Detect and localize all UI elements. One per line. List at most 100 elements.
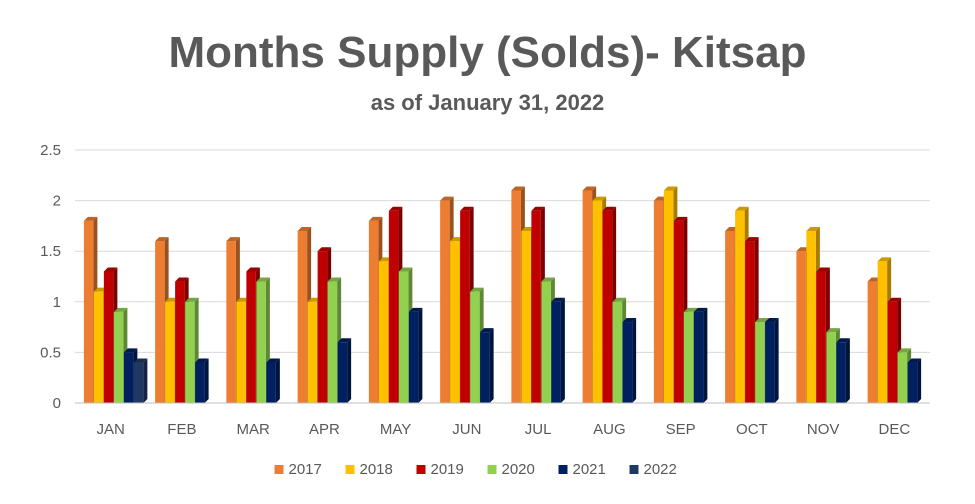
bar-top bbox=[887, 297, 902, 302]
bar-top bbox=[693, 307, 708, 312]
bar-top bbox=[368, 216, 383, 221]
bar-side bbox=[143, 358, 148, 403]
bar-top bbox=[673, 216, 688, 221]
bar-top bbox=[256, 277, 270, 282]
bar-top bbox=[155, 237, 169, 242]
x-tick-label: AUG bbox=[593, 421, 626, 438]
bar-oct-2021 bbox=[765, 318, 779, 403]
bar-top bbox=[622, 318, 637, 323]
bar-top bbox=[826, 328, 840, 333]
bar-front bbox=[450, 241, 460, 403]
bar-side bbox=[347, 338, 352, 403]
bars bbox=[83, 186, 922, 403]
bar-front bbox=[663, 190, 674, 403]
x-tick-label: JUN bbox=[452, 421, 481, 438]
x-tick-label: MAY bbox=[380, 421, 411, 438]
bar-top bbox=[226, 237, 240, 242]
bar-top bbox=[816, 267, 830, 272]
bar-top bbox=[133, 358, 148, 363]
bar-front bbox=[693, 311, 704, 403]
x-tick-label: MAR bbox=[236, 421, 270, 438]
bar-jun-2021 bbox=[480, 328, 494, 403]
legend-swatch bbox=[558, 465, 568, 474]
bar-top bbox=[103, 267, 118, 272]
bar-side bbox=[489, 328, 494, 403]
bar-top bbox=[337, 338, 352, 343]
bar-top bbox=[683, 307, 698, 312]
legend-item-2021: 2021 bbox=[558, 461, 606, 478]
bar-top bbox=[897, 348, 912, 353]
bar-front bbox=[378, 261, 389, 403]
bar-front bbox=[683, 311, 694, 403]
bar-top bbox=[806, 226, 820, 231]
legend-swatch bbox=[274, 465, 284, 474]
bar-front bbox=[653, 200, 664, 403]
bar-front bbox=[796, 251, 806, 403]
bar-side bbox=[275, 358, 280, 403]
legend-label: 2021 bbox=[573, 461, 606, 478]
bar-front bbox=[440, 200, 450, 403]
bar-top bbox=[531, 206, 545, 211]
bar-front bbox=[337, 342, 348, 403]
legend-item-2017: 2017 bbox=[274, 461, 322, 478]
bar-front bbox=[521, 230, 531, 403]
bar-front bbox=[297, 230, 308, 403]
bar-may-2021 bbox=[408, 307, 423, 403]
bar-top bbox=[612, 297, 627, 302]
bar-front bbox=[113, 311, 124, 403]
bar-top bbox=[755, 318, 769, 323]
legend-swatch bbox=[416, 465, 426, 474]
chart-title: Months Supply (Solds)- Kitsap bbox=[168, 28, 807, 77]
bar-apr-2021 bbox=[337, 338, 352, 403]
bar-front bbox=[622, 322, 633, 403]
bar-front bbox=[592, 200, 603, 403]
bar-front bbox=[93, 291, 104, 403]
bar-sep-2021 bbox=[693, 307, 708, 403]
bar-feb-2021 bbox=[195, 358, 209, 403]
bar-front bbox=[195, 362, 205, 403]
bar-top bbox=[602, 206, 617, 211]
bar-jan-2022 bbox=[133, 358, 148, 403]
bar-front bbox=[123, 352, 134, 403]
x-tick-label: NOV bbox=[807, 421, 840, 438]
bar-front bbox=[816, 271, 826, 403]
bar-front bbox=[388, 210, 399, 403]
bar-front bbox=[765, 322, 775, 403]
bar-mar-2021 bbox=[266, 358, 280, 403]
legend-label: 2020 bbox=[502, 461, 535, 478]
bar-front bbox=[867, 281, 878, 403]
bar-front bbox=[877, 261, 888, 403]
bar-top bbox=[123, 348, 138, 353]
bar-side bbox=[774, 318, 779, 403]
bar-top bbox=[480, 328, 494, 333]
bar-front bbox=[673, 220, 684, 403]
bar-top bbox=[440, 196, 454, 201]
bar-front bbox=[582, 190, 593, 403]
bar-aug-2021 bbox=[622, 318, 637, 403]
bar-top bbox=[582, 186, 597, 191]
x-tick-label: DEC bbox=[879, 421, 911, 438]
y-tick-label: 0 bbox=[53, 395, 61, 412]
bar-front bbox=[327, 281, 338, 403]
bar-dec-2021 bbox=[907, 358, 922, 403]
y-tick-label: 2.5 bbox=[40, 142, 61, 159]
bar-front bbox=[531, 210, 541, 403]
bar-front bbox=[155, 241, 165, 403]
bar-top bbox=[175, 277, 189, 282]
bar-front bbox=[266, 362, 276, 403]
bar-front bbox=[256, 281, 266, 403]
bar-top bbox=[388, 206, 403, 211]
x-tick-label: OCT bbox=[736, 421, 768, 438]
bar-front bbox=[103, 271, 114, 403]
bar-top bbox=[836, 338, 850, 343]
bar-front bbox=[165, 301, 175, 403]
bar-front bbox=[897, 352, 908, 403]
bar-top bbox=[745, 237, 759, 242]
bar-top bbox=[113, 307, 128, 312]
y-tick-label: 2 bbox=[53, 193, 61, 210]
x-tick-label: JUL bbox=[525, 421, 552, 438]
bar-top bbox=[398, 267, 413, 272]
bar-front bbox=[133, 362, 144, 403]
bar-top bbox=[185, 297, 199, 302]
bar-front bbox=[398, 271, 409, 403]
